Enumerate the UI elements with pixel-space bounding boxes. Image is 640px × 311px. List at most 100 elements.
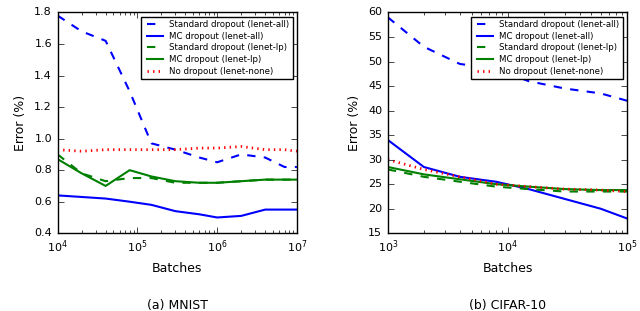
No dropout (lenet-none): [281, 148, 289, 151]
Standard dropout (lenet-all): [78, 30, 86, 33]
Standard dropout (lenet-all): [561, 87, 568, 91]
MC dropout (lenet-all): [492, 180, 500, 183]
MC dropout (lenet-lp): [148, 174, 156, 178]
MC dropout (lenet-lp): [196, 181, 204, 185]
MC dropout (lenet-all): [456, 175, 464, 179]
MC dropout (lenet-lp): [384, 165, 392, 169]
No dropout (lenet-none): [420, 168, 428, 171]
Standard dropout (lenet-lp): [78, 171, 86, 175]
No dropout (lenet-none): [148, 148, 156, 151]
Standard dropout (lenet-all): [148, 142, 156, 145]
No dropout (lenet-none): [492, 182, 500, 186]
Line: MC dropout (lenet-lp): MC dropout (lenet-lp): [58, 159, 297, 186]
Text: (a) MNIST: (a) MNIST: [147, 299, 208, 311]
MC dropout (lenet-all): [525, 187, 532, 191]
No dropout (lenet-none): [561, 187, 568, 191]
Standard dropout (lenet-lp): [172, 181, 179, 185]
MC dropout (lenet-lp): [213, 181, 221, 185]
No dropout (lenet-none): [456, 175, 464, 179]
No dropout (lenet-none): [261, 148, 269, 151]
MC dropout (lenet-all): [623, 217, 631, 220]
MC dropout (lenet-all): [213, 216, 221, 219]
MC dropout (lenet-lp): [525, 185, 532, 188]
Standard dropout (lenet-all): [420, 45, 428, 49]
MC dropout (lenet-lp): [561, 187, 568, 191]
MC dropout (lenet-lp): [102, 184, 109, 188]
No dropout (lenet-none): [196, 146, 204, 150]
Standard dropout (lenet-all): [384, 16, 392, 19]
Standard dropout (lenet-all): [196, 156, 204, 160]
MC dropout (lenet-all): [78, 195, 86, 199]
Standard dropout (lenet-lp): [281, 178, 289, 182]
Standard dropout (lenet-lp): [293, 178, 301, 182]
No dropout (lenet-none): [293, 149, 301, 153]
Line: Standard dropout (lenet-lp): Standard dropout (lenet-lp): [388, 169, 627, 192]
MC dropout (lenet-lp): [54, 157, 61, 161]
MC dropout (lenet-lp): [237, 179, 245, 183]
Standard dropout (lenet-lp): [196, 181, 204, 185]
Standard dropout (lenet-lp): [384, 168, 392, 171]
X-axis label: Batches: Batches: [152, 262, 202, 275]
MC dropout (lenet-all): [196, 212, 204, 216]
MC dropout (lenet-lp): [456, 177, 464, 181]
Standard dropout (lenet-lp): [492, 185, 500, 188]
Line: Standard dropout (lenet-all): Standard dropout (lenet-all): [58, 16, 297, 167]
Standard dropout (lenet-all): [525, 79, 532, 83]
Standard dropout (lenet-lp): [597, 190, 605, 193]
Line: Standard dropout (lenet-lp): Standard dropout (lenet-lp): [58, 154, 297, 183]
MC dropout (lenet-lp): [492, 182, 500, 186]
MC dropout (lenet-lp): [126, 168, 134, 172]
Standard dropout (lenet-lp): [237, 179, 245, 183]
X-axis label: Batches: Batches: [483, 262, 532, 275]
No dropout (lenet-none): [384, 158, 392, 161]
Legend: Standard dropout (lenet-all), MC dropout (lenet-all), Standard dropout (lenet-lp: Standard dropout (lenet-all), MC dropout…: [471, 17, 623, 79]
MC dropout (lenet-all): [102, 197, 109, 200]
Standard dropout (lenet-lp): [420, 175, 428, 179]
Legend: Standard dropout (lenet-all), MC dropout (lenet-all), Standard dropout (lenet-lp: Standard dropout (lenet-all), MC dropout…: [141, 17, 292, 79]
MC dropout (lenet-lp): [293, 178, 301, 182]
MC dropout (lenet-all): [281, 208, 289, 211]
MC dropout (lenet-all): [126, 200, 134, 204]
No dropout (lenet-none): [172, 148, 179, 151]
Line: MC dropout (lenet-all): MC dropout (lenet-all): [58, 195, 297, 217]
Standard dropout (lenet-lp): [102, 179, 109, 183]
Line: No dropout (lenet-none): No dropout (lenet-none): [388, 160, 627, 192]
Standard dropout (lenet-all): [597, 91, 605, 95]
MC dropout (lenet-all): [420, 165, 428, 169]
MC dropout (lenet-all): [172, 209, 179, 213]
MC dropout (lenet-all): [293, 208, 301, 211]
MC dropout (lenet-lp): [623, 188, 631, 192]
Standard dropout (lenet-all): [623, 99, 631, 103]
Standard dropout (lenet-lp): [148, 176, 156, 180]
Standard dropout (lenet-all): [281, 165, 289, 169]
Standard dropout (lenet-all): [492, 67, 500, 71]
MC dropout (lenet-lp): [281, 178, 289, 182]
Standard dropout (lenet-all): [102, 39, 109, 43]
Standard dropout (lenet-lp): [213, 181, 221, 185]
No dropout (lenet-none): [102, 148, 109, 151]
No dropout (lenet-none): [78, 149, 86, 153]
Standard dropout (lenet-all): [261, 156, 269, 160]
MC dropout (lenet-all): [384, 138, 392, 142]
Line: MC dropout (lenet-lp): MC dropout (lenet-lp): [388, 167, 627, 190]
Standard dropout (lenet-lp): [126, 176, 134, 180]
Standard dropout (lenet-all): [54, 14, 61, 17]
MC dropout (lenet-lp): [420, 173, 428, 176]
Standard dropout (lenet-all): [237, 152, 245, 156]
Line: Standard dropout (lenet-all): Standard dropout (lenet-all): [388, 17, 627, 101]
MC dropout (lenet-lp): [172, 179, 179, 183]
Line: No dropout (lenet-none): No dropout (lenet-none): [58, 146, 297, 151]
Line: MC dropout (lenet-all): MC dropout (lenet-all): [388, 140, 627, 219]
No dropout (lenet-none): [597, 188, 605, 192]
No dropout (lenet-none): [213, 146, 221, 150]
MC dropout (lenet-lp): [261, 178, 269, 182]
Standard dropout (lenet-all): [126, 90, 134, 93]
MC dropout (lenet-all): [237, 214, 245, 218]
Standard dropout (lenet-lp): [54, 152, 61, 156]
MC dropout (lenet-all): [261, 208, 269, 211]
No dropout (lenet-none): [54, 148, 61, 151]
MC dropout (lenet-all): [54, 193, 61, 197]
Standard dropout (lenet-lp): [561, 190, 568, 193]
Standard dropout (lenet-all): [293, 165, 301, 169]
Standard dropout (lenet-all): [213, 160, 221, 164]
